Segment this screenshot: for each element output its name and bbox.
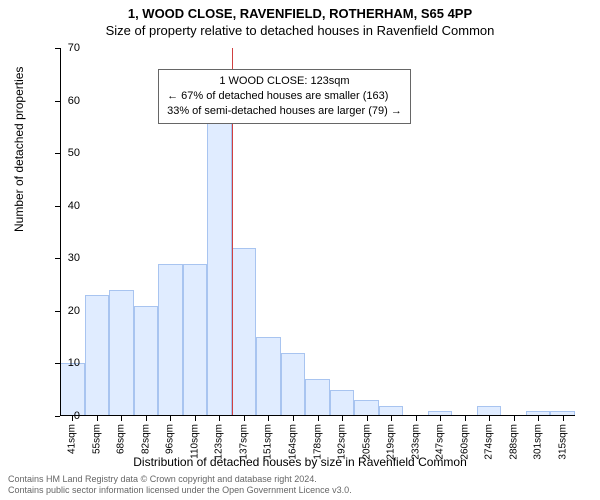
x-tick-label: 205sqm [361,424,372,460]
y-tick-label: 20 [55,305,80,317]
x-tick [318,416,319,421]
x-tick [367,416,368,421]
y-tick-label: 0 [55,410,80,422]
x-tick-label: 219sqm [386,424,397,460]
bar [158,264,183,416]
info-line2: ← 67% of detached houses are smaller (16… [167,89,402,104]
x-tick [195,416,196,421]
bar [305,379,330,416]
x-tick [489,416,490,421]
x-tick [416,416,417,421]
x-tick [121,416,122,421]
x-tick [538,416,539,421]
x-tick-label: 82sqm [140,424,151,454]
x-tick-label: 301sqm [533,424,544,460]
x-tick-label: 274sqm [484,424,495,460]
bar [85,295,110,416]
bar [281,353,306,416]
info-box: 1 WOOD CLOSE: 123sqm← 67% of detached ho… [158,69,411,124]
bar [354,400,379,416]
bar [60,363,85,416]
x-tick-label: 164sqm [287,424,298,460]
x-tick-label: 233sqm [410,424,421,460]
x-tick-label: 55sqm [91,424,102,454]
x-tick-label: 151sqm [263,424,274,460]
x-tick [391,416,392,421]
x-tick-label: 123sqm [214,424,225,460]
x-tick-label: 178sqm [312,424,323,460]
x-tick [244,416,245,421]
x-tick [440,416,441,421]
bar [256,337,281,416]
info-line3: 33% of semi-detached houses are larger (… [167,104,402,119]
bar [207,111,232,416]
y-tick-label: 70 [55,42,80,54]
bar [109,290,134,416]
bar [134,306,159,416]
x-tick [293,416,294,421]
x-tick-label: 137sqm [238,424,249,460]
bar [183,264,208,416]
y-tick-label: 50 [55,147,80,159]
x-tick [465,416,466,421]
bar [232,248,257,416]
y-tick-label: 10 [55,357,80,369]
x-tick [146,416,147,421]
x-tick-label: 192sqm [337,424,348,460]
x-tick [170,416,171,421]
x-tick-label: 288sqm [508,424,519,460]
x-tick-label: 41sqm [67,424,78,454]
bar [330,390,355,416]
chart-area: 1 WOOD CLOSE: 123sqm← 67% of detached ho… [60,48,575,416]
y-tick-label: 60 [55,95,80,107]
y-tick-label: 30 [55,252,80,264]
x-tick-label: 110sqm [189,424,200,459]
footer: Contains HM Land Registry data © Crown c… [8,474,352,496]
x-tick-label: 68sqm [116,424,127,454]
title-sub: Size of property relative to detached ho… [0,21,600,38]
x-tick-label: 315sqm [557,424,568,460]
x-tick [97,416,98,421]
footer-line2: Contains public sector information licen… [8,485,352,496]
y-tick-label: 40 [55,200,80,212]
x-tick [268,416,269,421]
footer-line1: Contains HM Land Registry data © Crown c… [8,474,352,485]
x-tick-label: 260sqm [459,424,470,460]
y-axis-label: Number of detached properties [12,67,26,232]
info-line1: 1 WOOD CLOSE: 123sqm [167,74,402,89]
x-tick [563,416,564,421]
plot-area: 1 WOOD CLOSE: 123sqm← 67% of detached ho… [60,48,575,416]
x-tick [219,416,220,421]
x-tick [514,416,515,421]
title-main: 1, WOOD CLOSE, RAVENFIELD, ROTHERHAM, S6… [0,0,600,21]
x-tick-label: 247sqm [435,424,446,460]
x-tick-label: 96sqm [165,424,176,454]
x-tick [342,416,343,421]
